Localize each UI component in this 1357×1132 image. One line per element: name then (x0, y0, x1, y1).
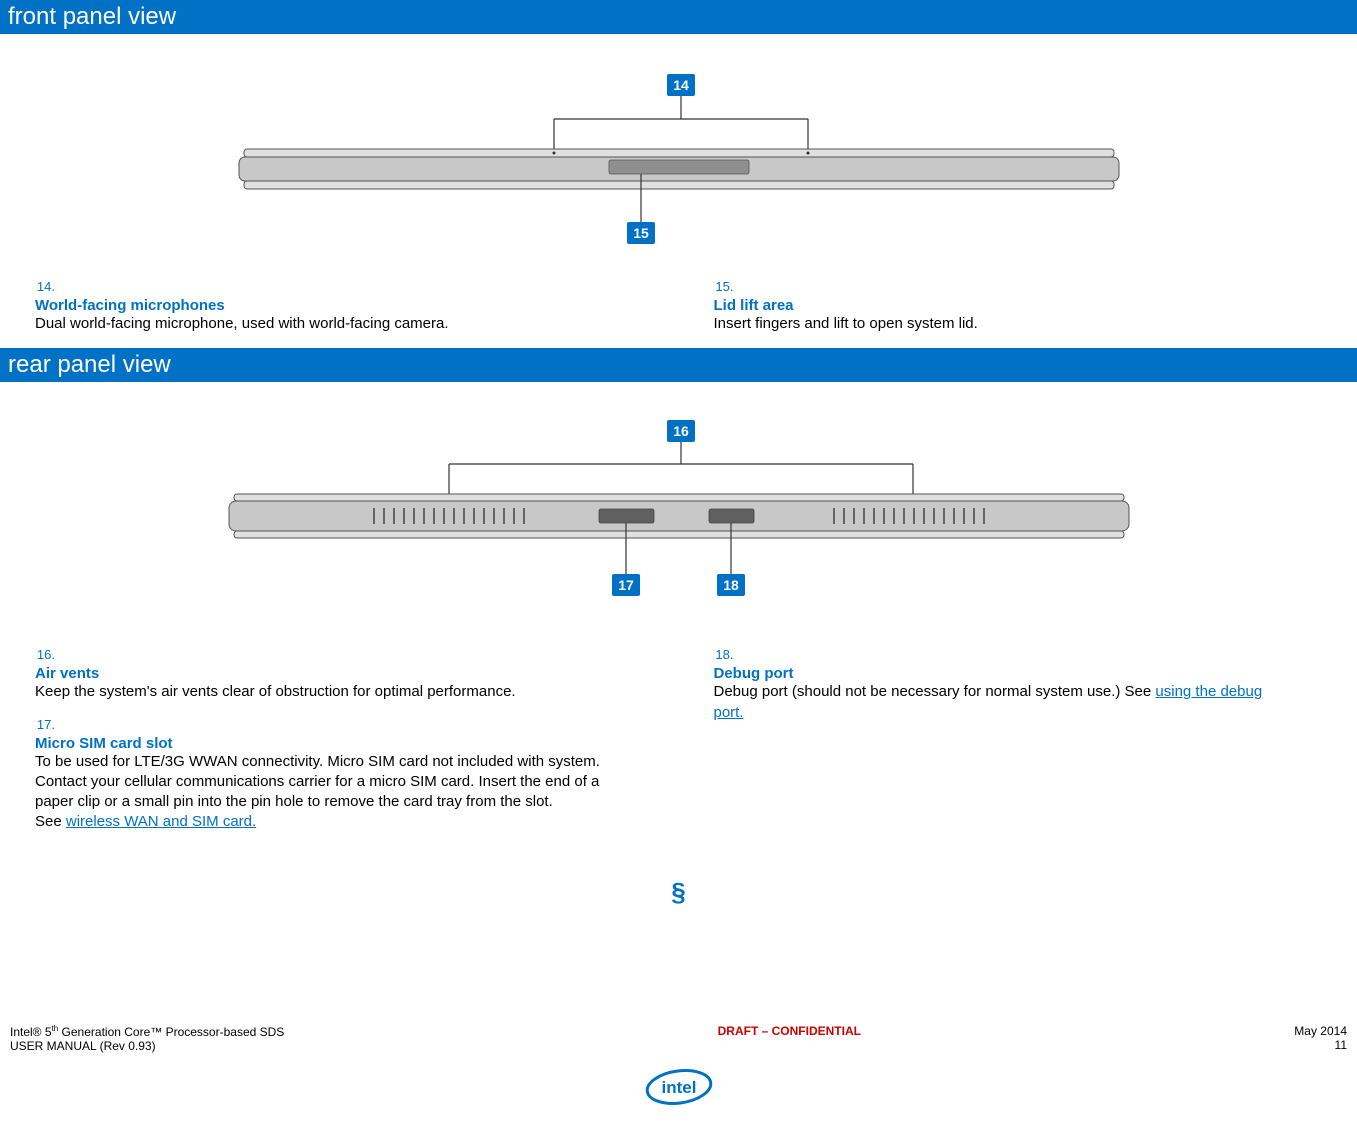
item-15: 15. Lid lift area Insert fingers and lif… (714, 279, 1323, 334)
item-14: 14. World-facing microphones Dual world-… (35, 279, 644, 334)
item-title: Micro SIM card slot (35, 735, 173, 752)
item-desc: Keep the system's air vents clear of obs… (35, 683, 516, 700)
footer-page-number: 11 (1335, 1038, 1347, 1052)
item-16: 16. Air vents Keep the system's air vent… (35, 647, 644, 702)
front-panel-items: 14. World-facing microphones Dual world-… (0, 279, 1357, 348)
section-end-mark: § (0, 877, 1357, 908)
footer-date: May 2014 (1294, 1024, 1347, 1038)
front-panel-diagram: 14 15 (0, 34, 1357, 279)
rear-panel-items: 16. Air vents Keep the system's air vent… (0, 647, 1357, 846)
svg-text:intel: intel (661, 1078, 696, 1097)
svg-text:17: 17 (618, 577, 634, 593)
footer-manual-rev: USER MANUAL (Rev 0.93) (10, 1039, 156, 1053)
item-desc: Debug port (should not be necessary for … (714, 683, 1121, 700)
item-number: 18. (714, 647, 740, 662)
item-title: Lid lift area (714, 297, 794, 314)
item-number: 14. (35, 279, 61, 294)
item-desc: Insert fingers and lift to open system l… (714, 315, 978, 332)
item-title: World-facing microphones (35, 297, 225, 314)
rear-panel-header: rear panel view (0, 348, 1357, 382)
page-footer: Intel® 5th Generation Core™ Processor-ba… (0, 1024, 1357, 1112)
svg-text:15: 15 (633, 225, 649, 241)
item-title: Air vents (35, 665, 99, 682)
svg-text:14: 14 (673, 77, 689, 93)
item-desc: Dual world-facing microphone, used with … (35, 315, 449, 332)
item-link-prefix: See (1125, 683, 1156, 700)
item-number: 15. (714, 279, 740, 294)
wireless-wan-link[interactable]: wireless WAN and SIM card. (66, 813, 256, 830)
item-18: 18. Debug port Debug port (should not be… (714, 647, 1323, 723)
footer-product: Intel® 5th Generation Core™ Processor-ba… (10, 1025, 284, 1039)
sim-slot (599, 509, 654, 523)
debug-port (709, 509, 754, 523)
item-number: 17. (35, 717, 61, 732)
item-number: 16. (35, 647, 61, 662)
intel-logo: intel (10, 1067, 1347, 1112)
footer-draft-confidential: DRAFT – CONFIDENTIAL (284, 1024, 1294, 1038)
item-title: Debug port (714, 665, 794, 682)
item-17: 17. Micro SIM card slot To be used for L… (35, 717, 644, 833)
svg-text:16: 16 (673, 423, 689, 439)
item-desc: To be used for LTE/3G WWAN connectivity.… (35, 753, 600, 811)
front-panel-header: front panel view (0, 0, 1357, 34)
rear-panel-diagram: 16 (0, 382, 1357, 647)
svg-text:18: 18 (723, 577, 739, 593)
item-link-prefix: See (35, 813, 66, 830)
